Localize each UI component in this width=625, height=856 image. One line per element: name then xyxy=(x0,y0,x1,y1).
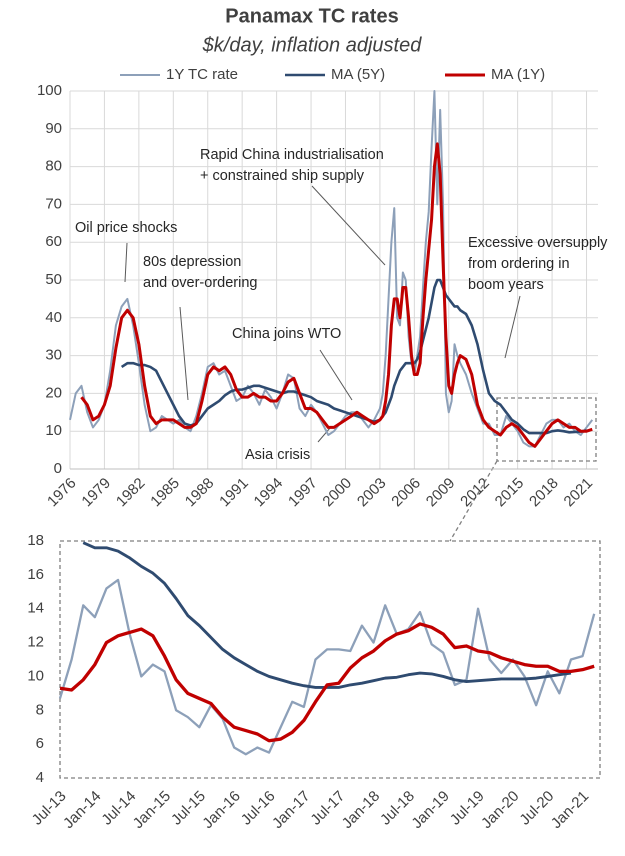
y-tick-label: 70 xyxy=(45,195,62,212)
annotation: Excessive oversupply xyxy=(468,235,608,251)
pointer xyxy=(319,349,353,401)
x-tick-label: Jan-19 xyxy=(408,788,452,832)
y-tick-label: 8 xyxy=(36,701,44,718)
x-tick-label: 2003 xyxy=(354,475,390,511)
annotation: + constrained ship supply xyxy=(200,168,365,184)
x-tick-label: 2015 xyxy=(492,475,528,511)
y-tick-label: 18 xyxy=(27,532,44,549)
x-tick-label: Jan-15 xyxy=(130,788,174,832)
x-tick-label: 2006 xyxy=(388,475,424,511)
zoom-box xyxy=(496,397,597,462)
annotation: Oil price shocks xyxy=(75,220,177,236)
pointer xyxy=(504,295,521,359)
pointer xyxy=(311,185,386,266)
x-tick-label: 2000 xyxy=(319,475,355,511)
x-tick-label: Jan-16 xyxy=(199,788,243,832)
legend-label: MA (1Y) xyxy=(491,66,545,83)
x-tick-label: Jan-20 xyxy=(478,788,522,832)
y-tick-label: 80 xyxy=(45,158,62,175)
y-tick-label: 90 xyxy=(45,120,62,137)
y-tick-label: 60 xyxy=(45,233,62,250)
x-tick-label: 1991 xyxy=(216,475,252,511)
zoom-connector xyxy=(449,460,498,542)
x-tick-label: 1988 xyxy=(182,475,218,511)
y-tick-label: 20 xyxy=(45,384,62,401)
y-tick-label: 14 xyxy=(27,600,44,617)
series-line xyxy=(80,142,593,448)
annotation: Asia crisis xyxy=(245,447,310,463)
annotation: China joins WTO xyxy=(232,326,341,342)
y-tick-label: 16 xyxy=(27,566,44,583)
y-tick-label: 10 xyxy=(45,422,62,439)
x-tick-label: 1976 xyxy=(44,475,80,511)
pointer xyxy=(124,242,128,283)
x-tick-label: 1985 xyxy=(147,475,183,511)
x-tick-label: 2009 xyxy=(423,475,459,511)
series-line xyxy=(58,578,596,756)
annotation-pointers xyxy=(124,185,521,443)
x-tick-label: 2021 xyxy=(561,475,597,511)
pointer xyxy=(317,427,331,443)
chart-subtitle: $k/day, inflation adjusted xyxy=(202,34,423,56)
x-tick-label: Jan-14 xyxy=(60,788,104,832)
annotation: boom years xyxy=(468,277,544,293)
series-line xyxy=(120,278,587,435)
annotation: 80s depression xyxy=(143,254,241,270)
series-line xyxy=(59,622,595,743)
y-tick-label: 10 xyxy=(27,667,44,684)
legend-label: 1Y TC rate xyxy=(166,66,238,83)
y-tick-label: 0 xyxy=(54,460,62,477)
y-tick-label: 40 xyxy=(45,309,62,326)
pointer xyxy=(179,306,189,401)
y-tick-label: 50 xyxy=(45,271,62,288)
x-tick-label: Jan-17 xyxy=(269,788,313,832)
y-tick-label: 30 xyxy=(45,347,62,364)
chart-title: Panamax TC rates xyxy=(225,5,398,27)
x-tick-label: 1997 xyxy=(285,475,321,511)
x-tick-label: 2018 xyxy=(526,475,562,511)
zoom-panel-frame xyxy=(59,540,601,779)
legend-label: MA (5Y) xyxy=(331,66,385,83)
y-tick-label: 100 xyxy=(37,82,62,99)
annotation: and over-ordering xyxy=(143,275,257,291)
x-tick-label: 2012 xyxy=(457,475,493,511)
y-tick-label: 12 xyxy=(27,634,44,651)
x-tick-label: Jan-18 xyxy=(339,788,383,832)
y-tick-label: 4 xyxy=(36,769,44,786)
annotation: Rapid China industrialisation xyxy=(200,147,384,163)
y-tick-label: 6 xyxy=(36,735,44,752)
x-tick-label: 1979 xyxy=(78,475,114,511)
x-tick-label: Jan-21 xyxy=(548,788,592,832)
x-tick-label: 1982 xyxy=(113,475,149,511)
x-tick-label: 1994 xyxy=(251,475,287,511)
zoom-indicator xyxy=(59,397,601,779)
annotation: from ordering in xyxy=(468,256,570,272)
